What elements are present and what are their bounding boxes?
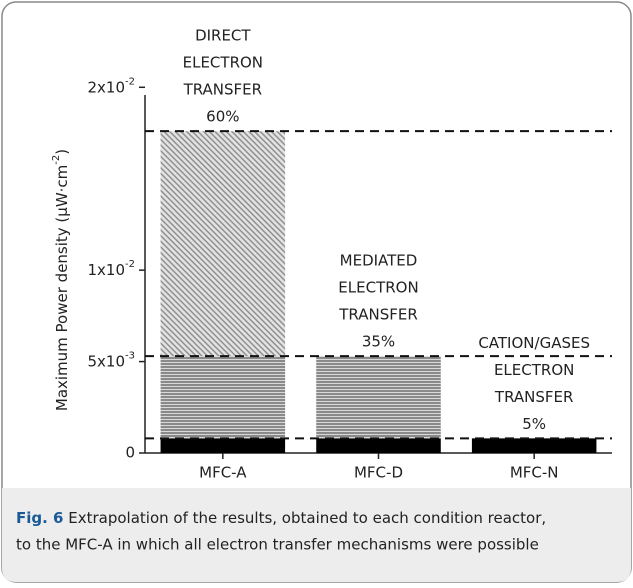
annotation: 35% — [362, 333, 395, 351]
y-label-sup: -2 — [51, 155, 62, 165]
y-tick-label: 0 — [125, 444, 135, 462]
y-tick-label: 2x10-2 — [88, 76, 136, 96]
caption-text: Extrapolation of the results, obtained t… — [63, 509, 546, 527]
annotation: 60% — [206, 108, 239, 126]
bar-segment — [316, 438, 441, 453]
tick-base: 1x10 — [88, 261, 126, 279]
tick-base: 2x10 — [88, 78, 126, 96]
tick-exp: -2 — [125, 76, 135, 87]
caption-line: to the MFC-A in which all electron trans… — [16, 536, 539, 554]
bar-segment — [316, 356, 441, 439]
annotation: CATION/GASES — [478, 334, 590, 352]
tick-exp: -2 — [125, 259, 135, 270]
y-tick-label: 5x10-3 — [88, 351, 136, 371]
tick-base: 5x10 — [88, 352, 126, 370]
y-axis-label: Maximum Power density (μW·cm-2) — [51, 149, 71, 411]
caption-label: Fig. 6 — [16, 509, 63, 527]
x-tick-label: MFC-A — [199, 464, 247, 482]
bar-segment — [160, 356, 286, 439]
x-tick-label: MFC-N — [510, 464, 559, 482]
annotation: TRANSFER — [183, 81, 263, 99]
caption-box — [2, 488, 631, 582]
annotation: ELECTRON — [183, 54, 263, 72]
annotation: TRANSFER — [338, 306, 418, 324]
annotation: MEDIATED — [340, 252, 418, 270]
x-tick-label: MFC-D — [354, 464, 403, 482]
annotation: DIRECT — [195, 27, 251, 45]
caption-line: Fig. 6 Extrapolation of the results, obt… — [16, 509, 546, 527]
bar-segment — [471, 438, 597, 453]
annotation: 5% — [522, 415, 546, 433]
bar-segment — [160, 438, 286, 453]
annotation: ELECTRON — [338, 279, 418, 297]
bar-segment — [160, 131, 286, 357]
y-label-part: ) — [53, 149, 71, 155]
annotation: TRANSFER — [494, 388, 574, 406]
y-label-part: Maximum Power density (μW·cm — [53, 165, 71, 411]
y-tick-label: 1x10-2 — [88, 259, 136, 279]
annotation: ELECTRON — [494, 361, 574, 379]
tick-exp: -3 — [125, 351, 135, 362]
